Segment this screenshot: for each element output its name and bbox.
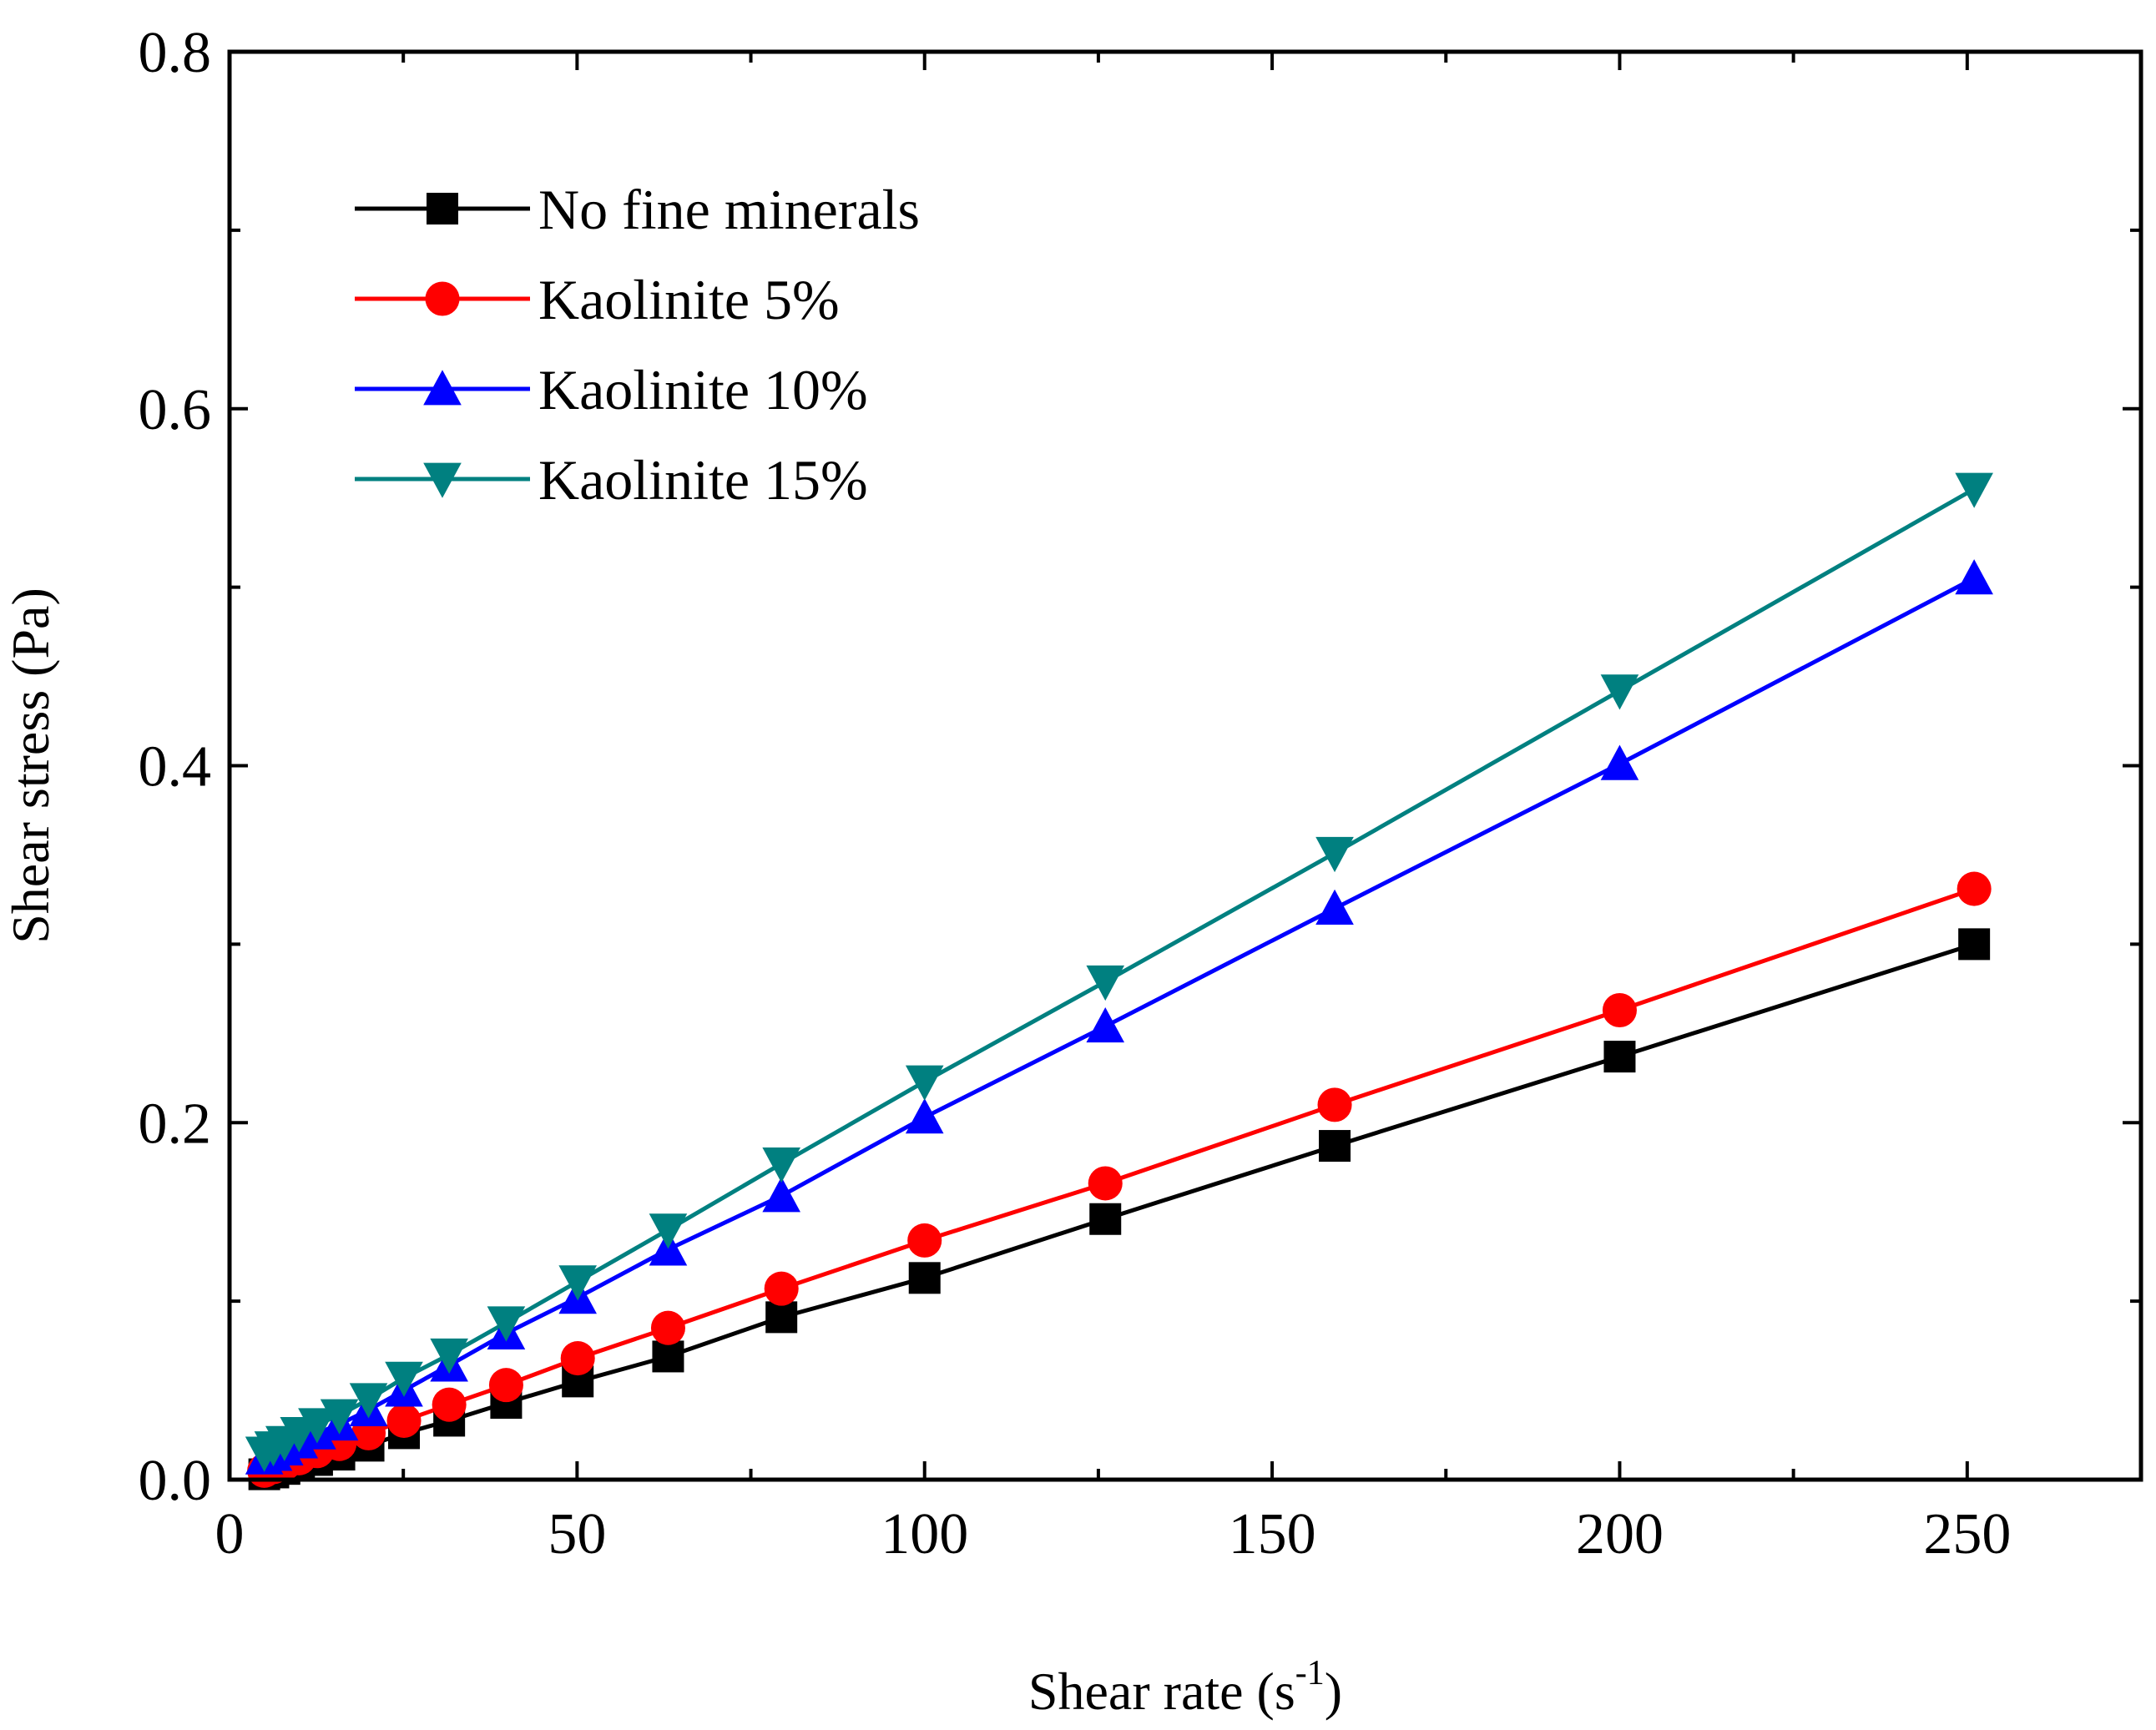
data-point-no-fine-minerals (765, 1301, 798, 1334)
y-tick-label: 0.8 (139, 21, 212, 85)
x-axis-title: Shear rate (s-1) (1028, 1654, 1342, 1721)
data-point-no-fine-minerals (1089, 1203, 1122, 1235)
legend-marker-kaolinite-15 (423, 462, 462, 498)
x-tick-label: 250 (1923, 1502, 2011, 1566)
data-point-kaolinite-15 (1315, 836, 1354, 873)
y-tick-label: 0.2 (139, 1092, 212, 1156)
plot-frame (227, 49, 2143, 1482)
data-point-kaolinite-5 (764, 1271, 799, 1306)
data-point-kaolinite-5 (907, 1223, 942, 1258)
data-point-no-fine-minerals (652, 1340, 684, 1373)
data-point-kaolinite-5 (560, 1341, 595, 1376)
data-point-kaolinite-10 (1086, 1006, 1125, 1043)
x-tick-label: 150 (1229, 1502, 1316, 1566)
plot-area (245, 472, 1993, 1490)
legend-marker-kaolinite-10 (423, 370, 462, 406)
data-point-kaolinite-5 (488, 1368, 523, 1403)
data-point-kaolinite-15 (298, 1408, 336, 1444)
data-point-kaolinite-15 (1600, 674, 1639, 710)
legend-label-kaolinite-15: Kaolinite 15% (538, 448, 868, 512)
data-point-kaolinite-5 (1317, 1087, 1352, 1122)
data-point-kaolinite-15 (320, 1399, 359, 1435)
data-point-kaolinite-15 (430, 1338, 468, 1374)
x-tick-label: 0 (215, 1502, 245, 1566)
y-tick-label: 0.4 (139, 735, 212, 799)
axes: 0 50 100 150 200 250 0.0 0.2 0.4 0.6 0.8 Shear rate… (1, 21, 2143, 1721)
y-tick-label: 0.0 (139, 1449, 212, 1513)
legend-label-kaolinite-5: Kaolinite 5% (538, 268, 840, 331)
legend-marker-kaolinite-5 (425, 281, 460, 316)
data-point-kaolinite-10 (905, 1098, 944, 1134)
data-point-kaolinite-5 (432, 1387, 467, 1422)
data-point-kaolinite-10 (1955, 559, 1993, 595)
legend-marker-no-fine-minerals (427, 193, 458, 224)
data-point-kaolinite-10 (1315, 889, 1354, 925)
data-point-kaolinite-15 (649, 1213, 688, 1249)
data-point-kaolinite-15 (487, 1306, 526, 1342)
x-tick-label: 100 (881, 1502, 968, 1566)
data-point-no-fine-minerals (1603, 1041, 1636, 1073)
data-point-kaolinite-15 (905, 1065, 944, 1101)
legend-label-kaolinite-10: Kaolinite 10% (538, 358, 868, 421)
x-tick-label: 200 (1576, 1502, 1664, 1566)
legend-label-no-fine-minerals: No fine minerals (538, 178, 920, 241)
data-point-kaolinite-5 (1602, 992, 1637, 1028)
data-point-no-fine-minerals (908, 1262, 941, 1294)
data-point-kaolinite-10 (762, 1177, 800, 1213)
data-point-no-fine-minerals (1319, 1130, 1351, 1163)
series-line-kaolinite-10 (263, 576, 1976, 1460)
data-point-kaolinite-15 (558, 1265, 597, 1301)
data-point-kaolinite-5 (1088, 1166, 1123, 1201)
data-point-no-fine-minerals (1958, 928, 1991, 961)
data-point-kaolinite-15 (385, 1361, 423, 1397)
data-point-kaolinite-5 (386, 1403, 422, 1438)
y-tick-label: 0.6 (139, 378, 212, 442)
y-axis-title: Shear stress (Pa) (1, 588, 60, 944)
data-point-kaolinite-15 (1086, 965, 1125, 1001)
data-point-kaolinite-10 (1600, 744, 1639, 780)
data-point-kaolinite-15 (762, 1147, 800, 1183)
data-point-kaolinite-15 (349, 1383, 388, 1419)
legend: No fine minerals Kaolinite 5% Kaolinite 10… (355, 178, 920, 512)
data-point-kaolinite-15 (1955, 472, 1993, 508)
data-point-kaolinite-5 (650, 1310, 685, 1345)
x-tick-label: 50 (548, 1502, 606, 1566)
data-point-kaolinite-5 (1957, 871, 1992, 906)
